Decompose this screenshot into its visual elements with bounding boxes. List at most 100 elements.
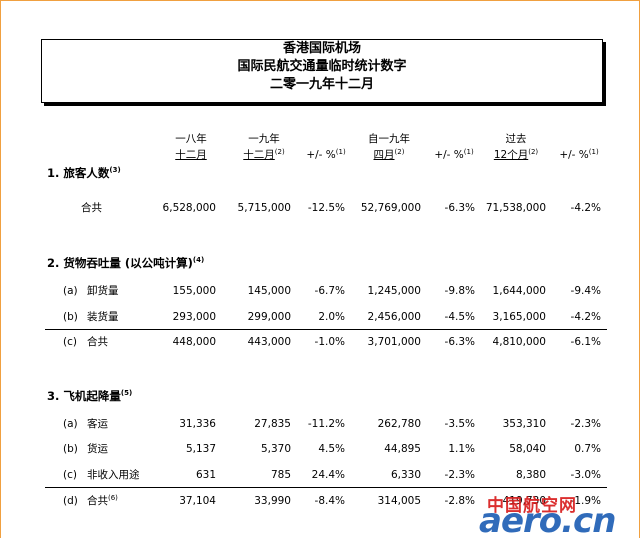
cell-value: 6,330 xyxy=(390,469,421,481)
title-line: 二零一九年十二月 xyxy=(269,77,374,92)
cell-value: 353,310 xyxy=(502,418,546,430)
cell-value: 299,000 xyxy=(247,311,291,323)
cell-value: 71,538,000 xyxy=(485,202,546,214)
cell-value: 24.4% xyxy=(311,469,345,481)
row-letter: (c) xyxy=(63,469,77,481)
row-label: 合共(6) xyxy=(87,494,118,508)
row-letter: (a) xyxy=(63,418,78,430)
header-text: 十二月 xyxy=(175,149,207,161)
cell-value: 5,370 xyxy=(260,443,291,455)
cell-value: 314,005 xyxy=(377,495,421,507)
header-text: 一九年 xyxy=(248,133,280,145)
column-header: +/- %(1) xyxy=(534,148,624,162)
cell-value: 1,245,000 xyxy=(367,285,421,297)
cell-value: 52,769,000 xyxy=(360,202,421,214)
row-letter: (a) xyxy=(63,285,78,297)
cell-value: 5,137 xyxy=(185,443,216,455)
header-text: +/- % xyxy=(306,149,336,161)
cell-value: 58,040 xyxy=(509,443,546,455)
cell-value: -2.3% xyxy=(444,469,475,481)
row-label: 合共 xyxy=(87,335,108,349)
cell-value: 27,835 xyxy=(254,418,291,430)
section-heading: 2. 货物吞吐量 (以公吨计算)(4) xyxy=(47,256,204,270)
cell-value: 4,810,000 xyxy=(492,336,546,348)
title-line: 香港国际机场 xyxy=(282,41,361,56)
row-label: 合共 xyxy=(81,201,102,215)
title-box: 香港国际机场 国际民航交通量临时统计数字 二零一九年十二月 xyxy=(41,39,603,103)
cell-value: -4.2% xyxy=(570,311,601,323)
header-text: 一八年 xyxy=(175,133,207,145)
cell-value: -1.0% xyxy=(314,336,345,348)
cell-value: -2.8% xyxy=(444,495,475,507)
cell-value: 1.1% xyxy=(448,443,475,455)
footnote-ref: (1) xyxy=(588,148,599,156)
footnote-ref: (2) xyxy=(274,148,285,156)
cell-value: 419,730 xyxy=(502,495,546,507)
cell-value: 2.0% xyxy=(318,311,345,323)
column-header: +/- %(1) xyxy=(409,148,499,162)
column-header: +/- %(1) xyxy=(281,148,371,162)
row-label: 装货量 xyxy=(87,310,119,324)
header-text: 12个月 xyxy=(493,149,529,161)
row-label-text: 客运 xyxy=(87,418,108,430)
row-label-text: 合共 xyxy=(81,202,102,214)
cell-value: 785 xyxy=(270,469,291,481)
cell-value: 31,336 xyxy=(179,418,216,430)
cell-value: 5,715,000 xyxy=(237,202,291,214)
column-header: 自一九年 xyxy=(344,132,434,146)
section-heading: 1. 旅客人数(3) xyxy=(47,166,121,180)
cell-value: -11.2% xyxy=(307,418,345,430)
row-label: 非收入用途 xyxy=(87,468,140,482)
cell-value: 262,780 xyxy=(377,418,421,430)
cell-value: 448,000 xyxy=(172,336,216,348)
cell-value: -12.5% xyxy=(307,202,345,214)
footnote-ref: (1) xyxy=(335,148,346,156)
cell-value: 6,528,000 xyxy=(162,202,216,214)
title-line: 国际民航交通量临时统计数字 xyxy=(237,59,407,74)
row-letter: (d) xyxy=(63,495,78,507)
cell-value: -6.3% xyxy=(444,202,475,214)
cell-value: -1.9% xyxy=(570,495,601,507)
cell-value: 443,000 xyxy=(247,336,291,348)
cell-value: 1,644,000 xyxy=(492,285,546,297)
cell-value: 33,990 xyxy=(254,495,291,507)
row-label-text: 非收入用途 xyxy=(87,469,140,481)
section-label: 3. 飞机起降量 xyxy=(47,389,121,403)
rule xyxy=(45,329,607,330)
footnote-ref: (4) xyxy=(192,256,205,264)
column-header: 一九年 xyxy=(219,132,309,146)
cell-value: 155,000 xyxy=(172,285,216,297)
cell-value: 44,895 xyxy=(384,443,421,455)
cell-value: 0.7% xyxy=(574,443,601,455)
header-text: 四月 xyxy=(373,149,395,161)
cell-value: -6.3% xyxy=(444,336,475,348)
footnote-ref: (2) xyxy=(528,148,539,156)
row-label-text: 货运 xyxy=(87,443,108,455)
row-label: 客运 xyxy=(87,417,108,431)
cell-value: -8.4% xyxy=(314,495,345,507)
cell-value: -6.7% xyxy=(314,285,345,297)
row-label: 卸货量 xyxy=(87,284,119,298)
column-header: 一八年 xyxy=(146,132,236,146)
cell-value: -4.2% xyxy=(570,202,601,214)
column-header: 12个月(2) xyxy=(471,148,561,162)
cell-value: -6.1% xyxy=(570,336,601,348)
cell-value: -9.8% xyxy=(444,285,475,297)
row-letter: (b) xyxy=(63,443,78,455)
section-heading: 3. 飞机起降量(5) xyxy=(47,389,132,403)
footnote-ref: (1) xyxy=(463,148,474,156)
header-text: 过去 xyxy=(505,133,527,145)
column-header: 十二月(2) xyxy=(219,148,309,162)
cell-value: -9.4% xyxy=(570,285,601,297)
rule xyxy=(45,487,607,488)
header-text: +/- % xyxy=(434,149,464,161)
footnote-ref: (6) xyxy=(108,494,118,502)
row-label-text: 装货量 xyxy=(87,311,119,323)
cell-value: 3,701,000 xyxy=(367,336,421,348)
section-label: 1. 旅客人数 xyxy=(47,166,110,180)
cell-value: -3.0% xyxy=(570,469,601,481)
footnote-ref: (5) xyxy=(120,389,133,397)
cell-value: 145,000 xyxy=(247,285,291,297)
row-label-text: 合共 xyxy=(87,495,108,507)
